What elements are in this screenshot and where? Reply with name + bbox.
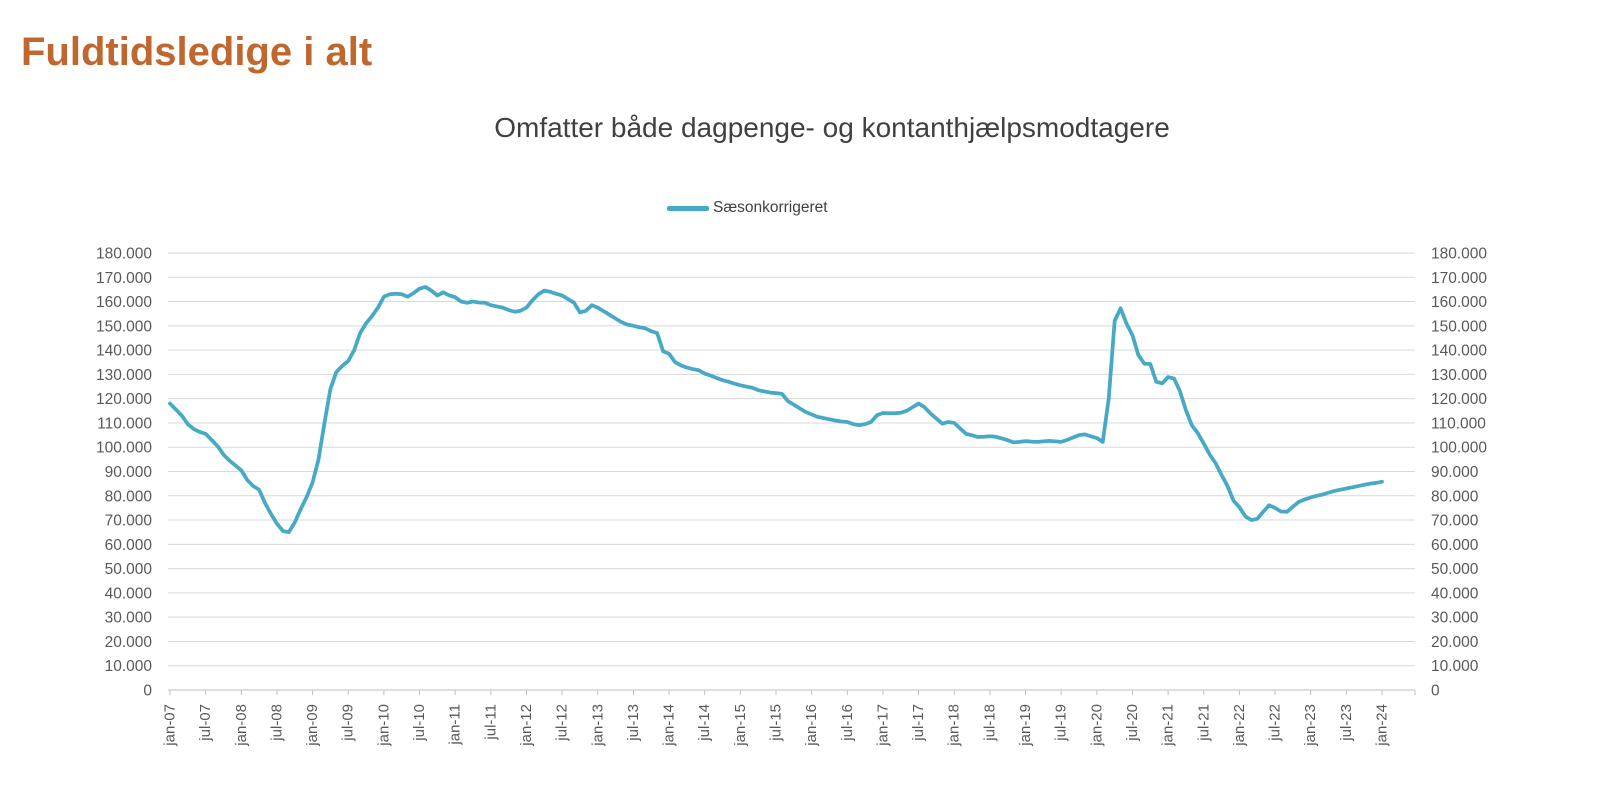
x-tick-label: jan-12 — [518, 704, 535, 747]
y-tick-label-left: 160.000 — [96, 294, 152, 311]
y-tick-label-left: 60.000 — [105, 537, 153, 554]
x-tick-label: jul-10 — [411, 704, 428, 742]
y-tick-label-left: 180.000 — [96, 246, 152, 263]
x-tick-label: jan-20 — [1088, 704, 1105, 747]
x-tick-label: jan-11 — [447, 704, 464, 746]
x-tick-label: jan-16 — [803, 704, 820, 747]
legend-line-swatch — [667, 205, 709, 211]
y-tick-label-left: 30.000 — [105, 610, 153, 627]
y-tick-label-left: 80.000 — [105, 488, 153, 505]
legend-series-label: Sæsonkorrigeret — [713, 199, 828, 216]
x-tick-label: jan-21 — [1160, 704, 1177, 747]
x-tick-label: jan-22 — [1231, 704, 1248, 747]
x-tick-label: jul-07 — [197, 704, 214, 742]
x-tick-label: jan-15 — [732, 704, 749, 747]
x-tick-label: jan-07 — [162, 704, 179, 747]
y-tick-label-right: 90.000 — [1431, 464, 1479, 481]
y-tick-label-right: 50.000 — [1431, 561, 1479, 578]
y-tick-label-right: 150.000 — [1431, 318, 1487, 335]
y-tick-label-right: 170.000 — [1431, 270, 1487, 287]
x-tick-label: jul-09 — [340, 704, 357, 742]
y-tick-label-right: 80.000 — [1431, 488, 1479, 505]
x-tick-label: jan-09 — [304, 704, 321, 747]
y-tick-label-left: 100.000 — [96, 440, 152, 457]
x-tick-label: jan-17 — [874, 704, 891, 747]
x-tick-label: jul-14 — [696, 704, 713, 742]
y-tick-label-right: 70.000 — [1431, 513, 1479, 530]
y-tick-label-right: 110.000 — [1431, 415, 1486, 432]
y-tick-label-left: 90.000 — [105, 464, 153, 481]
y-tick-label-left: 150.000 — [96, 318, 152, 335]
y-tick-label-right: 10.000 — [1431, 658, 1479, 675]
y-tick-label-right: 160.000 — [1431, 294, 1487, 311]
x-tick-label: jan-08 — [233, 704, 250, 747]
x-tick-label: jul-15 — [768, 704, 785, 742]
x-tick-label: jul-22 — [1267, 704, 1284, 742]
y-tick-label-right: 130.000 — [1431, 367, 1487, 384]
y-tick-label-left: 120.000 — [96, 391, 152, 408]
x-tick-label: jul-21 — [1195, 704, 1212, 742]
x-tick-label: jan-24 — [1374, 704, 1391, 747]
page-title: Fuldtidsledige i alt — [21, 30, 373, 74]
series-line-saesonkorrigeret — [168, 285, 1384, 535]
x-tick-label: jul-23 — [1338, 704, 1355, 742]
y-tick-label-right: 100.000 — [1431, 440, 1487, 457]
x-tick-label: jul-17 — [910, 704, 927, 742]
y-tick-label-left: 40.000 — [105, 585, 153, 602]
x-tick-label: jan-13 — [589, 704, 606, 747]
x-tick-label: jan-18 — [946, 704, 963, 747]
y-tick-label-right: 20.000 — [1431, 634, 1479, 651]
x-tick-label: jul-18 — [981, 704, 998, 742]
y-tick-label-left: 140.000 — [96, 343, 152, 360]
y-tick-label-left: 130.000 — [96, 367, 152, 384]
x-tick-label: jul-16 — [839, 704, 856, 742]
x-tick-label: jul-12 — [554, 704, 571, 742]
y-tick-label-left: 10.000 — [105, 658, 153, 675]
y-tick-label-left: 50.000 — [105, 561, 153, 578]
x-tick-label: jan-19 — [1017, 704, 1034, 747]
x-tick-label: jan-14 — [661, 704, 678, 747]
chart-title: Omfatter både dagpenge- og kontanthjælps… — [494, 112, 1170, 143]
y-tick-label-left: 70.000 — [105, 513, 153, 530]
x-tick-label: jul-19 — [1053, 704, 1070, 742]
y-tick-label-right: 120.000 — [1431, 391, 1487, 408]
y-tick-label-right: 0 — [1431, 683, 1440, 700]
x-tick-label: jul-08 — [268, 704, 285, 742]
x-tick-label: jul-11 — [482, 704, 499, 741]
x-tick-label: jul-20 — [1124, 704, 1141, 742]
y-tick-label-right: 40.000 — [1431, 585, 1479, 602]
x-tick-label: jul-13 — [625, 704, 642, 742]
x-tick-label: jan-23 — [1302, 704, 1319, 747]
y-tick-label-left: 20.000 — [105, 634, 153, 651]
y-tick-label-left: 110.000 — [97, 415, 152, 432]
y-tick-label-right: 180.000 — [1431, 246, 1487, 263]
x-tick-label: jan-10 — [375, 704, 392, 747]
y-tick-label-left: 0 — [143, 683, 152, 700]
y-tick-label-left: 170.000 — [96, 270, 152, 287]
legend: Sæsonkorrigeret — [667, 199, 828, 217]
y-tick-label-right: 140.000 — [1431, 343, 1487, 360]
y-tick-label-right: 30.000 — [1431, 610, 1479, 627]
y-tick-label-right: 60.000 — [1431, 537, 1479, 554]
